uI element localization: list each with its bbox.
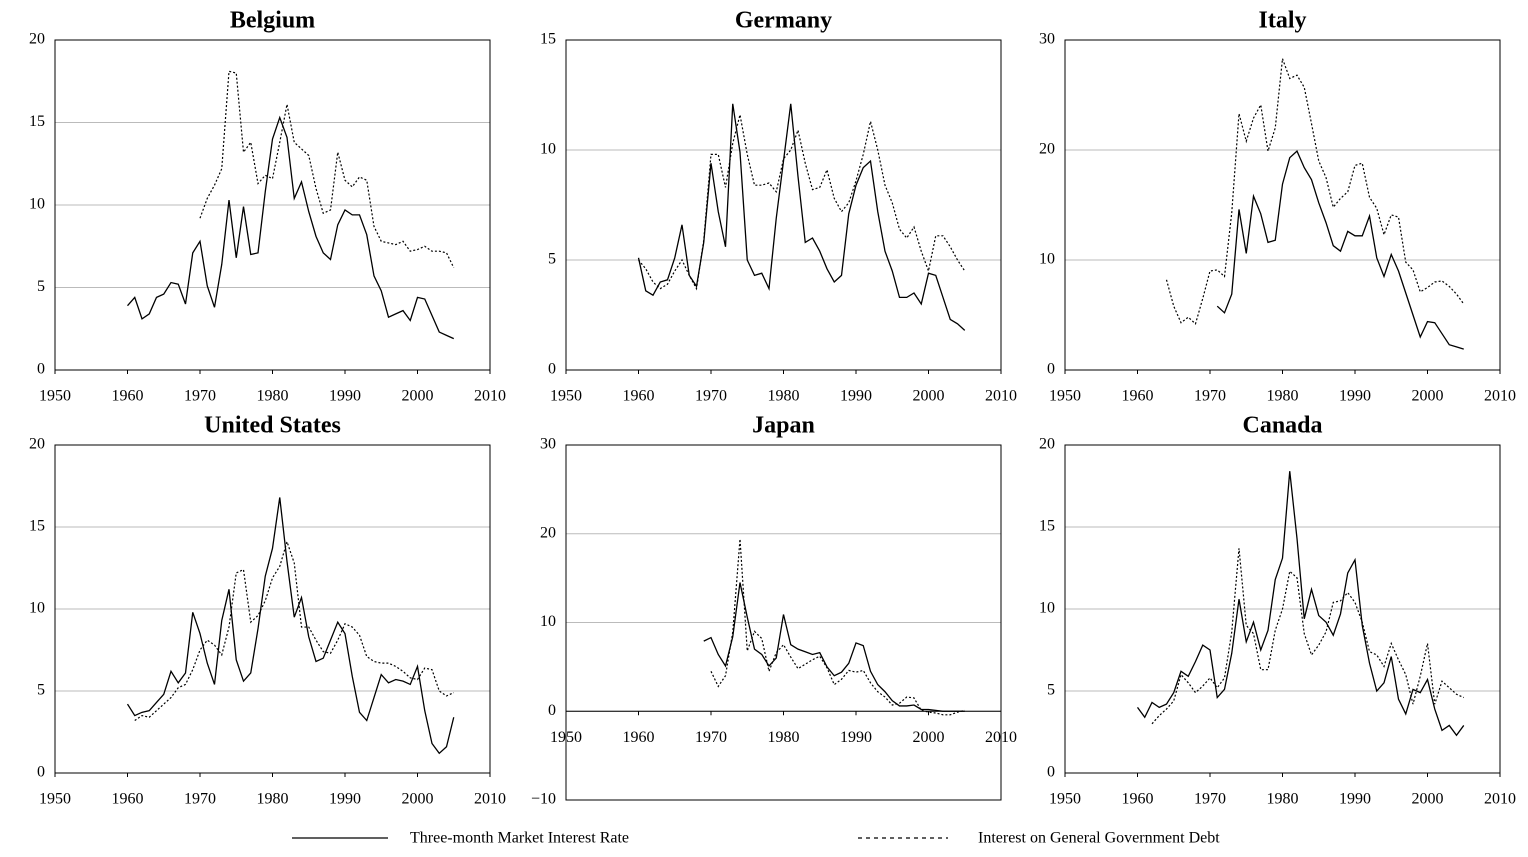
y-tick-label: 10 <box>29 196 45 213</box>
chart-title: Italy <box>1259 8 1307 34</box>
x-tick-label: 2010 <box>474 791 506 808</box>
x-tick-label: 1970 <box>1194 388 1226 405</box>
y-tick-label: 10 <box>1039 600 1055 617</box>
x-tick-label: 1970 <box>1194 791 1226 808</box>
chart-title: Canada <box>1242 413 1322 439</box>
y-tick-label: 0 <box>37 764 45 781</box>
chart-title: Belgium <box>230 8 315 34</box>
y-tick-label: 15 <box>540 31 556 48</box>
y-tick-label: 10 <box>29 600 45 617</box>
series-line <box>134 539 454 722</box>
y-tick-label: 20 <box>29 436 45 453</box>
series-line <box>1165 58 1465 325</box>
y-tick-label: 15 <box>29 518 45 535</box>
x-tick-label: 2010 <box>985 388 1017 405</box>
y-tick-label: 5 <box>37 682 45 699</box>
plot-frame <box>565 39 1002 371</box>
chart-title: Germany <box>735 8 832 34</box>
legend-label: Three-month Market Interest Rate <box>410 830 629 847</box>
x-tick-label: 1960 <box>623 729 655 746</box>
series-line <box>1136 471 1465 737</box>
x-tick-label: 1960 <box>1122 791 1154 808</box>
x-tick-label: 1960 <box>112 388 144 405</box>
x-tick-label: 1950 <box>1049 791 1081 808</box>
x-tick-label: 1990 <box>840 388 872 405</box>
series-line <box>1216 150 1464 350</box>
series-line <box>126 497 455 755</box>
x-tick-label: 1960 <box>623 388 655 405</box>
x-tick-label: 1970 <box>184 791 216 808</box>
x-tick-label: 1980 <box>257 388 289 405</box>
x-tick-label: 1990 <box>1339 388 1371 405</box>
x-tick-label: 1950 <box>550 388 582 405</box>
x-tick-label: 2000 <box>1412 388 1444 405</box>
y-tick-label: 10 <box>540 141 556 158</box>
x-tick-label: 1980 <box>1267 791 1299 808</box>
x-tick-label: 1950 <box>550 729 582 746</box>
x-tick-label: 2000 <box>1412 791 1444 808</box>
plot-frame <box>1064 39 1501 371</box>
y-tick-label: 10 <box>540 613 556 630</box>
series-line <box>1151 548 1464 725</box>
y-tick-label: 15 <box>29 113 45 130</box>
x-tick-label: 2010 <box>1484 388 1516 405</box>
x-tick-label: 2000 <box>402 791 434 808</box>
x-tick-label: 1970 <box>695 729 727 746</box>
x-tick-label: 1980 <box>257 791 289 808</box>
x-tick-label: 2000 <box>913 388 945 405</box>
y-tick-label: 20 <box>1039 436 1055 453</box>
series-line <box>127 115 455 340</box>
series-line <box>638 114 966 291</box>
x-tick-label: 1990 <box>329 388 361 405</box>
chart-title: United States <box>204 413 341 439</box>
y-tick-label: 0 <box>548 702 556 719</box>
x-tick-label: 1980 <box>768 388 800 405</box>
x-tick-label: 1970 <box>695 388 727 405</box>
y-tick-label: 20 <box>1039 141 1055 158</box>
y-tick-label: 5 <box>548 251 556 268</box>
series-line <box>637 103 966 331</box>
series-line <box>199 70 455 268</box>
y-tick-label: 0 <box>548 361 556 378</box>
y-tick-label: 20 <box>29 31 45 48</box>
y-tick-label: 5 <box>37 278 45 295</box>
legend-label: Interest on General Government Debt <box>978 830 1220 847</box>
y-tick-label: 30 <box>1039 31 1055 48</box>
x-tick-label: 1960 <box>112 791 144 808</box>
y-tick-label: 5 <box>1047 682 1055 699</box>
series-line <box>703 582 965 712</box>
y-tick-label: 20 <box>540 524 556 541</box>
x-tick-label: 1970 <box>184 388 216 405</box>
x-tick-label: 1980 <box>768 729 800 746</box>
series-line <box>710 539 965 716</box>
chart-title: Japan <box>752 413 815 439</box>
x-tick-label: 1950 <box>39 791 71 808</box>
x-tick-label: 1960 <box>1122 388 1154 405</box>
x-tick-label: 1990 <box>329 791 361 808</box>
y-tick-label: 0 <box>1047 764 1055 781</box>
y-tick-label: 0 <box>37 361 45 378</box>
x-tick-label: 1990 <box>1339 791 1371 808</box>
x-tick-label: 1950 <box>39 388 71 405</box>
y-tick-label: 30 <box>540 436 556 453</box>
y-tick-label: 0 <box>1047 361 1055 378</box>
x-tick-label: 1990 <box>840 729 872 746</box>
plot-frame <box>565 444 1002 801</box>
y-tick-label: 10 <box>1039 251 1055 268</box>
x-tick-label: 2000 <box>402 388 434 405</box>
x-tick-label: 1950 <box>1049 388 1081 405</box>
x-tick-label: 1980 <box>1267 388 1299 405</box>
y-tick-label: −10 <box>531 791 556 808</box>
x-tick-label: 2000 <box>913 729 945 746</box>
x-tick-label: 2010 <box>985 729 1017 746</box>
x-tick-label: 2010 <box>1484 791 1516 808</box>
y-tick-label: 15 <box>1039 518 1055 535</box>
x-tick-label: 2010 <box>474 388 506 405</box>
